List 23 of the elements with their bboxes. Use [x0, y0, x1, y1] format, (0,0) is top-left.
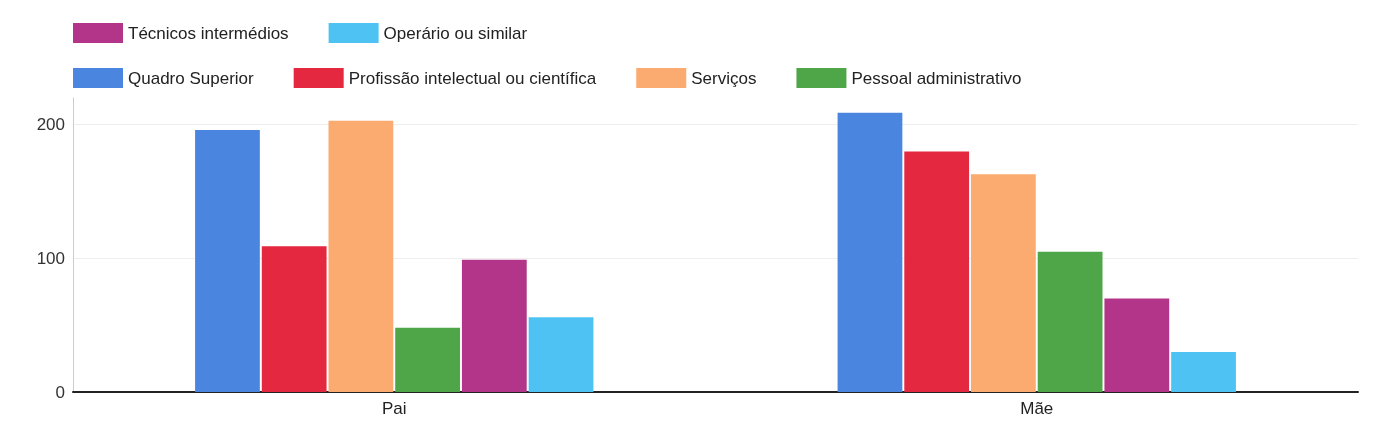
bar: [395, 327, 460, 392]
bar: [904, 151, 970, 392]
y-tick-label: 200: [36, 115, 65, 135]
bar: [528, 317, 594, 392]
bar: [1104, 298, 1170, 392]
x-tick-label: Pai: [381, 399, 407, 418]
legend-label: Técnicos intermédios: [128, 23, 289, 43]
legend-label: Serviços: [691, 68, 757, 88]
bar: [971, 174, 1036, 392]
bar: [461, 259, 527, 392]
bar: [328, 120, 394, 392]
bar: [261, 246, 327, 392]
legend-label: Profissão intelectual ou científica: [348, 68, 597, 88]
legend-label: Quadro Superior: [128, 68, 255, 88]
bar: [195, 130, 260, 392]
bar: [1037, 251, 1103, 392]
y-tick-label: 100: [36, 248, 65, 268]
bar: [837, 112, 903, 392]
legend-label: Pessoal administrativo: [851, 68, 1022, 88]
x-tick-label: Mãe: [1020, 399, 1054, 418]
legend-label: Operário ou similar: [383, 23, 528, 43]
y-tick-label: 0: [55, 382, 65, 402]
bar: [1171, 351, 1236, 392]
